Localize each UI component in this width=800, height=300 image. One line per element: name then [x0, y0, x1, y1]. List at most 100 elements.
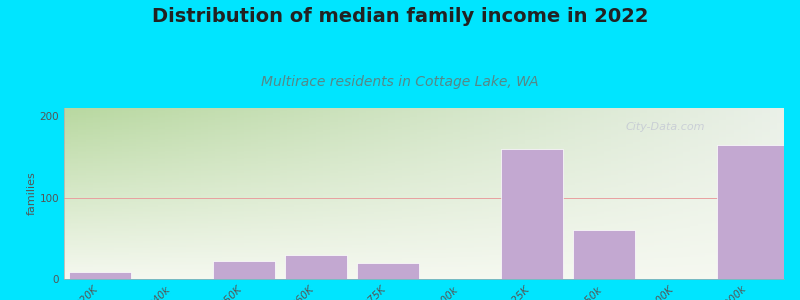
- Bar: [438, 130, 446, 132]
- Bar: [525, 277, 532, 279]
- Bar: [222, 228, 230, 230]
- Bar: [136, 219, 143, 221]
- Bar: [748, 182, 755, 183]
- Bar: [654, 163, 662, 164]
- Bar: [230, 230, 237, 231]
- Bar: [302, 176, 309, 178]
- Bar: [316, 202, 323, 204]
- Bar: [136, 132, 143, 134]
- Bar: [712, 236, 719, 238]
- Bar: [633, 173, 640, 175]
- Bar: [726, 231, 734, 233]
- Bar: [438, 207, 446, 209]
- Bar: [611, 142, 618, 144]
- Bar: [143, 209, 150, 211]
- Bar: [712, 216, 719, 218]
- Bar: [575, 274, 582, 276]
- Bar: [237, 242, 244, 243]
- Bar: [381, 231, 388, 233]
- Bar: [359, 253, 366, 255]
- Bar: [215, 265, 222, 267]
- Bar: [64, 253, 71, 255]
- Bar: [755, 264, 762, 265]
- Bar: [647, 125, 654, 127]
- Bar: [582, 259, 590, 260]
- Bar: [762, 154, 770, 156]
- Bar: [446, 161, 453, 163]
- Bar: [597, 159, 604, 161]
- Bar: [503, 139, 510, 140]
- Bar: [70, 272, 130, 279]
- Bar: [532, 274, 539, 276]
- Bar: [741, 264, 748, 265]
- Bar: [734, 183, 741, 185]
- Bar: [338, 118, 345, 120]
- Bar: [690, 190, 698, 192]
- Bar: [575, 154, 582, 156]
- Bar: [316, 214, 323, 216]
- Bar: [705, 216, 712, 218]
- Bar: [568, 218, 575, 219]
- Bar: [453, 248, 460, 250]
- Bar: [114, 265, 122, 267]
- Bar: [467, 219, 474, 221]
- Bar: [582, 139, 590, 140]
- Bar: [273, 110, 280, 111]
- Bar: [86, 151, 93, 152]
- Bar: [561, 206, 568, 207]
- Bar: [78, 156, 86, 158]
- Bar: [266, 252, 273, 253]
- Bar: [662, 204, 669, 206]
- Bar: [467, 264, 474, 265]
- Bar: [431, 207, 438, 209]
- Bar: [582, 272, 590, 274]
- Bar: [222, 272, 230, 274]
- Bar: [215, 175, 222, 176]
- Bar: [762, 159, 770, 161]
- Bar: [698, 142, 705, 144]
- Bar: [496, 214, 503, 216]
- Bar: [323, 264, 330, 265]
- Bar: [626, 209, 633, 211]
- Bar: [395, 242, 402, 243]
- Bar: [525, 214, 532, 216]
- Bar: [352, 262, 359, 264]
- Bar: [129, 197, 136, 199]
- Bar: [705, 265, 712, 267]
- Bar: [482, 132, 489, 134]
- Bar: [93, 194, 100, 195]
- Bar: [438, 214, 446, 216]
- Bar: [215, 238, 222, 240]
- Bar: [165, 185, 172, 187]
- Bar: [453, 144, 460, 146]
- Bar: [237, 168, 244, 169]
- Bar: [554, 139, 561, 140]
- Bar: [107, 185, 114, 187]
- Bar: [554, 276, 561, 277]
- Bar: [482, 197, 489, 199]
- Bar: [316, 257, 323, 259]
- Bar: [575, 240, 582, 242]
- Bar: [438, 242, 446, 243]
- Bar: [172, 125, 179, 127]
- Bar: [107, 111, 114, 113]
- Bar: [100, 219, 107, 221]
- Bar: [669, 161, 676, 163]
- Bar: [755, 269, 762, 271]
- Bar: [388, 224, 395, 226]
- Bar: [215, 250, 222, 252]
- Bar: [590, 192, 597, 194]
- Bar: [78, 178, 86, 180]
- Bar: [309, 180, 316, 182]
- Bar: [71, 240, 78, 242]
- Bar: [582, 163, 590, 164]
- Bar: [338, 127, 345, 128]
- Bar: [143, 262, 150, 264]
- Bar: [309, 276, 316, 277]
- Bar: [273, 113, 280, 115]
- Bar: [474, 236, 482, 238]
- Bar: [122, 235, 129, 236]
- Bar: [510, 134, 518, 135]
- Bar: [626, 164, 633, 166]
- Bar: [597, 209, 604, 211]
